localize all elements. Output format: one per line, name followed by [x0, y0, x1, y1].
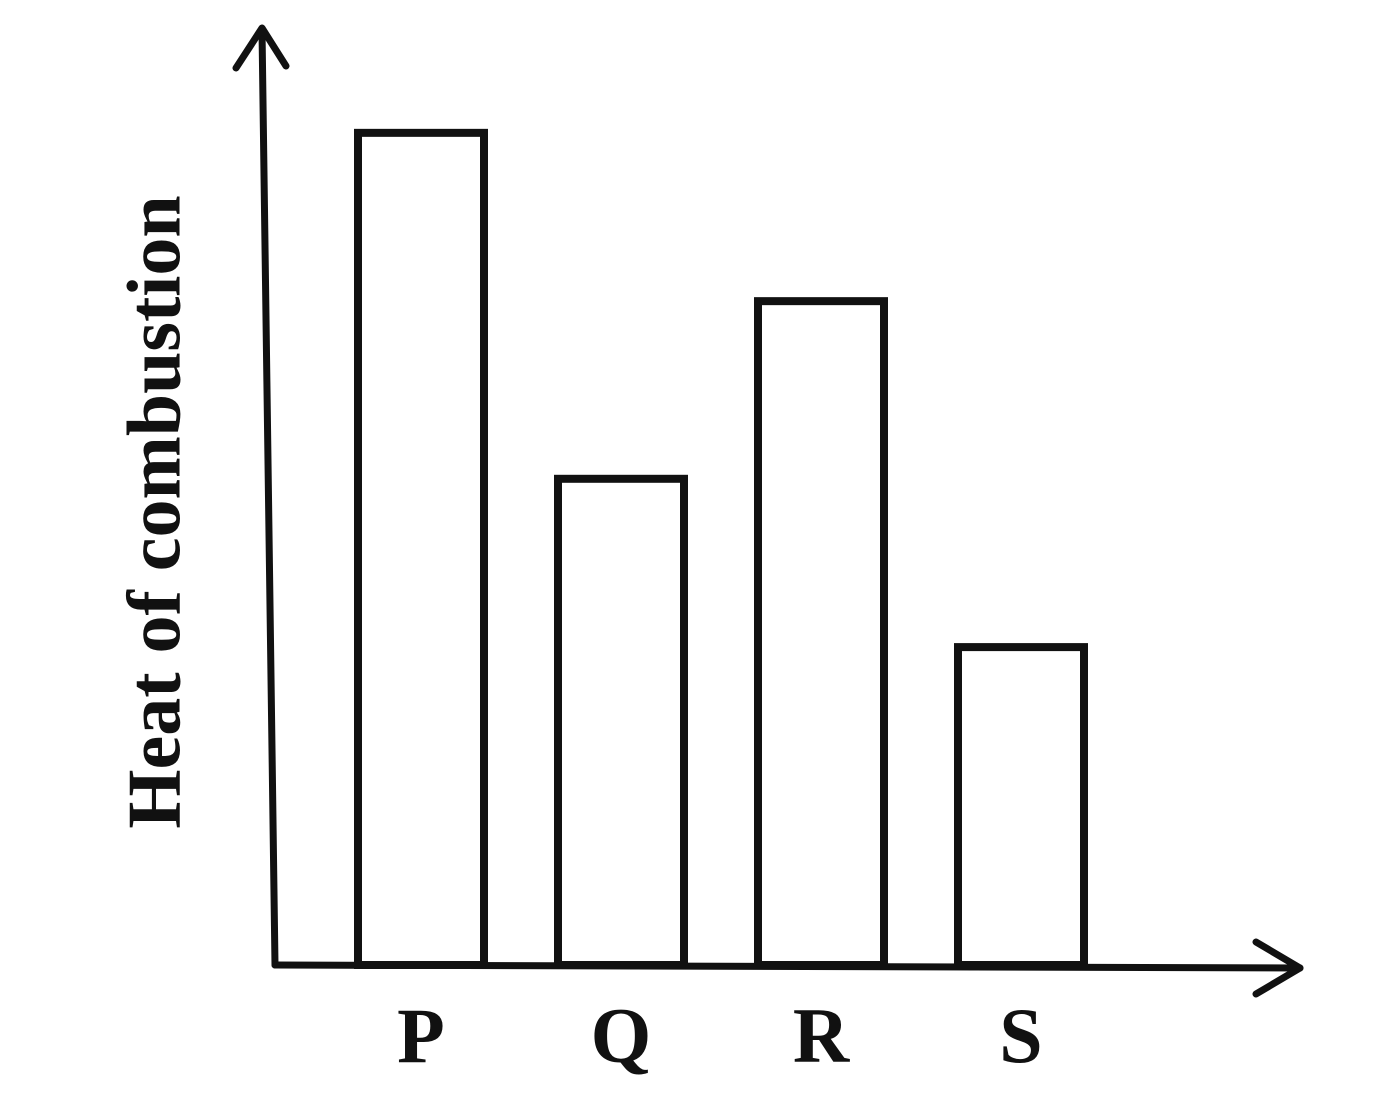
x-axis-arrow: [1252, 938, 1304, 998]
x-tick-label: P: [397, 992, 445, 1079]
bar: [354, 128, 488, 970]
bar: [554, 474, 688, 969]
y-axis-label: Heat of combustion: [112, 195, 196, 828]
x-tick-label: Q: [591, 992, 652, 1079]
bar: [754, 297, 888, 969]
x-tick-label: R: [793, 992, 851, 1079]
x-tick-label: S: [999, 992, 1042, 1079]
y-axis: [258, 26, 279, 969]
bar: [954, 643, 1088, 969]
y-axis-arrow: [232, 24, 290, 72]
